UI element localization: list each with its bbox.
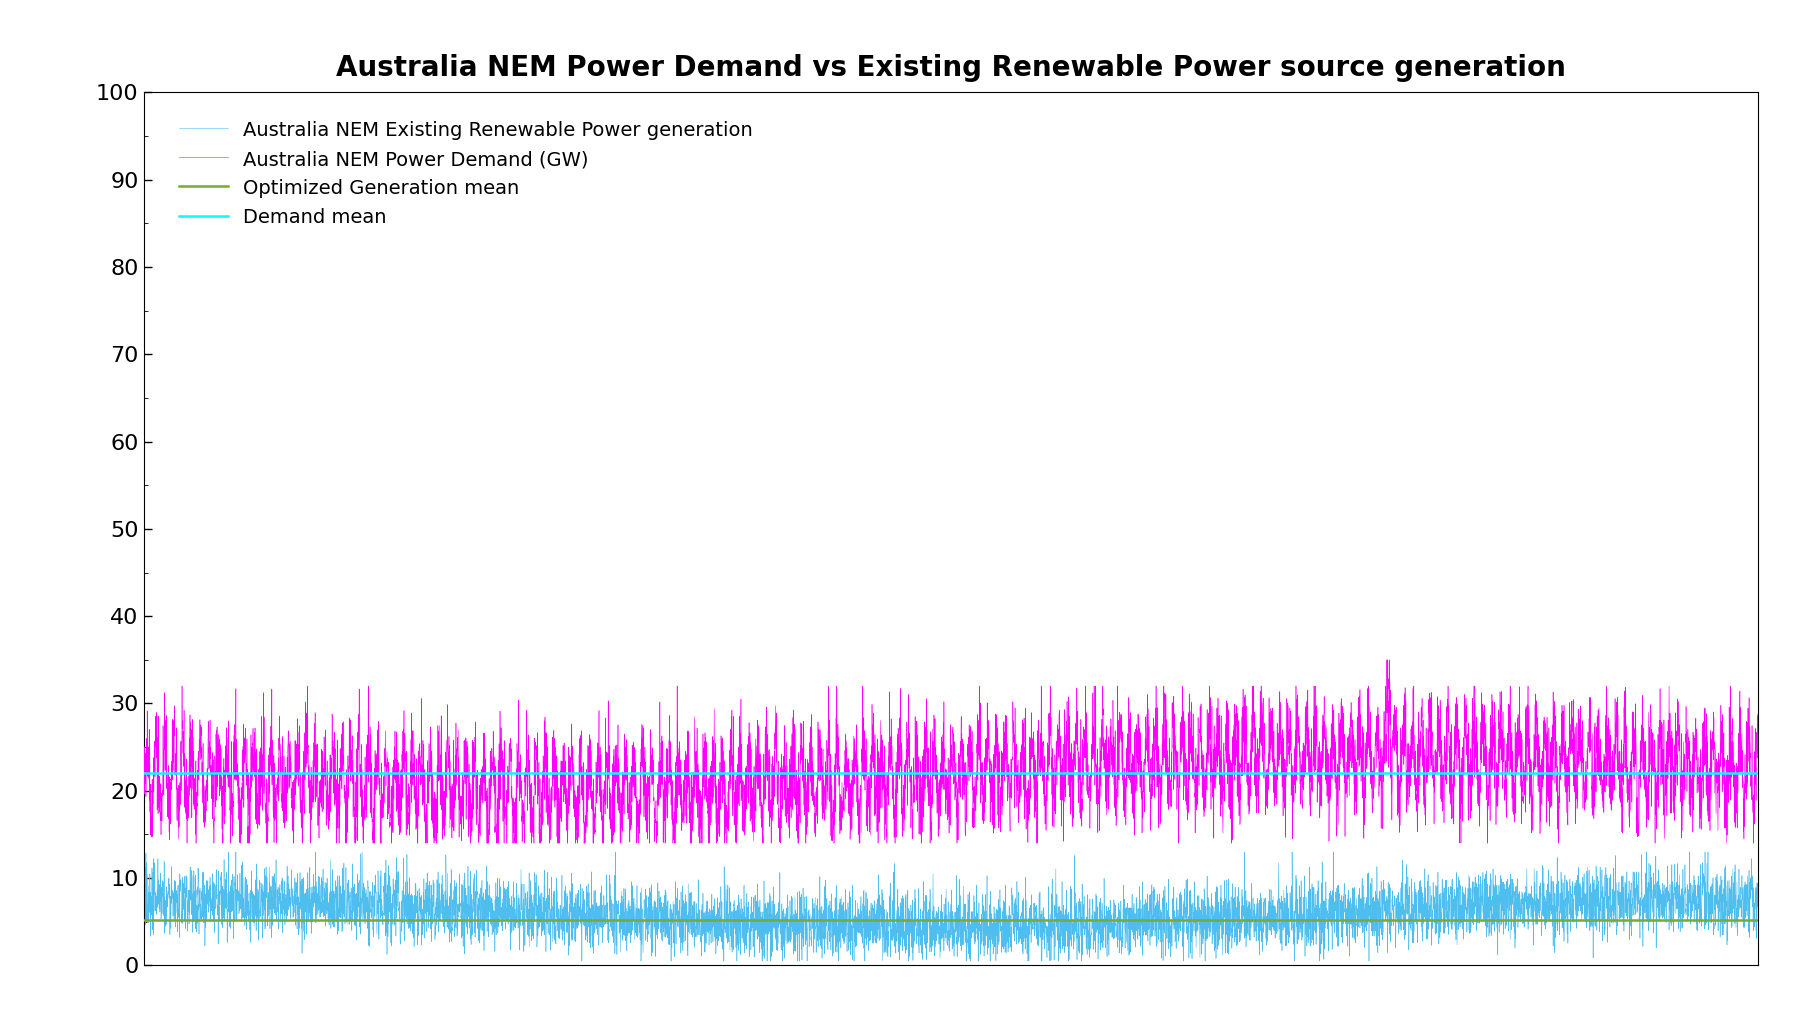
Australia NEM Power Demand (GW) [479,800,501,812]
Australia NEM Power Demand (GW) [666,751,687,763]
Australia NEM Power Demand (GW) [610,823,631,835]
Australia NEM Power Demand (GW) [1376,654,1398,667]
Australia NEM Existing Renewable Power generation [217,846,239,859]
Australia NEM Power Demand (GW) [176,837,197,849]
Australia NEM Existing Renewable Power generation [610,885,631,898]
Australia NEM Existing Renewable Power generation [572,901,594,913]
Australia NEM Existing Renewable Power generation [479,903,501,915]
Optimized Generation mean [133,914,154,926]
Australia NEM Existing Renewable Power generation [1692,868,1713,880]
Demand mean [133,767,154,779]
Line: Australia NEM Existing Renewable Power generation: Australia NEM Existing Renewable Power g… [144,852,1758,961]
Legend: Australia NEM Existing Renewable Power generation, Australia NEM Power Demand (G: Australia NEM Existing Renewable Power g… [169,111,762,237]
Optimized Generation mean [133,914,154,926]
Australia NEM Existing Renewable Power generation [570,955,592,967]
Australia NEM Power Demand (GW) [572,769,594,782]
Title: Australia NEM Power Demand vs Existing Renewable Power source generation: Australia NEM Power Demand vs Existing R… [335,53,1566,82]
Australia NEM Power Demand (GW) [133,783,154,795]
Australia NEM Existing Renewable Power generation [133,906,154,918]
Australia NEM Existing Renewable Power generation [592,921,614,934]
Australia NEM Existing Renewable Power generation [1747,917,1769,929]
Demand mean [133,767,154,779]
Australia NEM Power Demand (GW) [592,837,614,849]
Line: Australia NEM Power Demand (GW): Australia NEM Power Demand (GW) [144,660,1758,843]
Australia NEM Power Demand (GW) [1692,732,1713,745]
Australia NEM Existing Renewable Power generation [666,891,687,904]
Australia NEM Power Demand (GW) [1747,707,1769,719]
